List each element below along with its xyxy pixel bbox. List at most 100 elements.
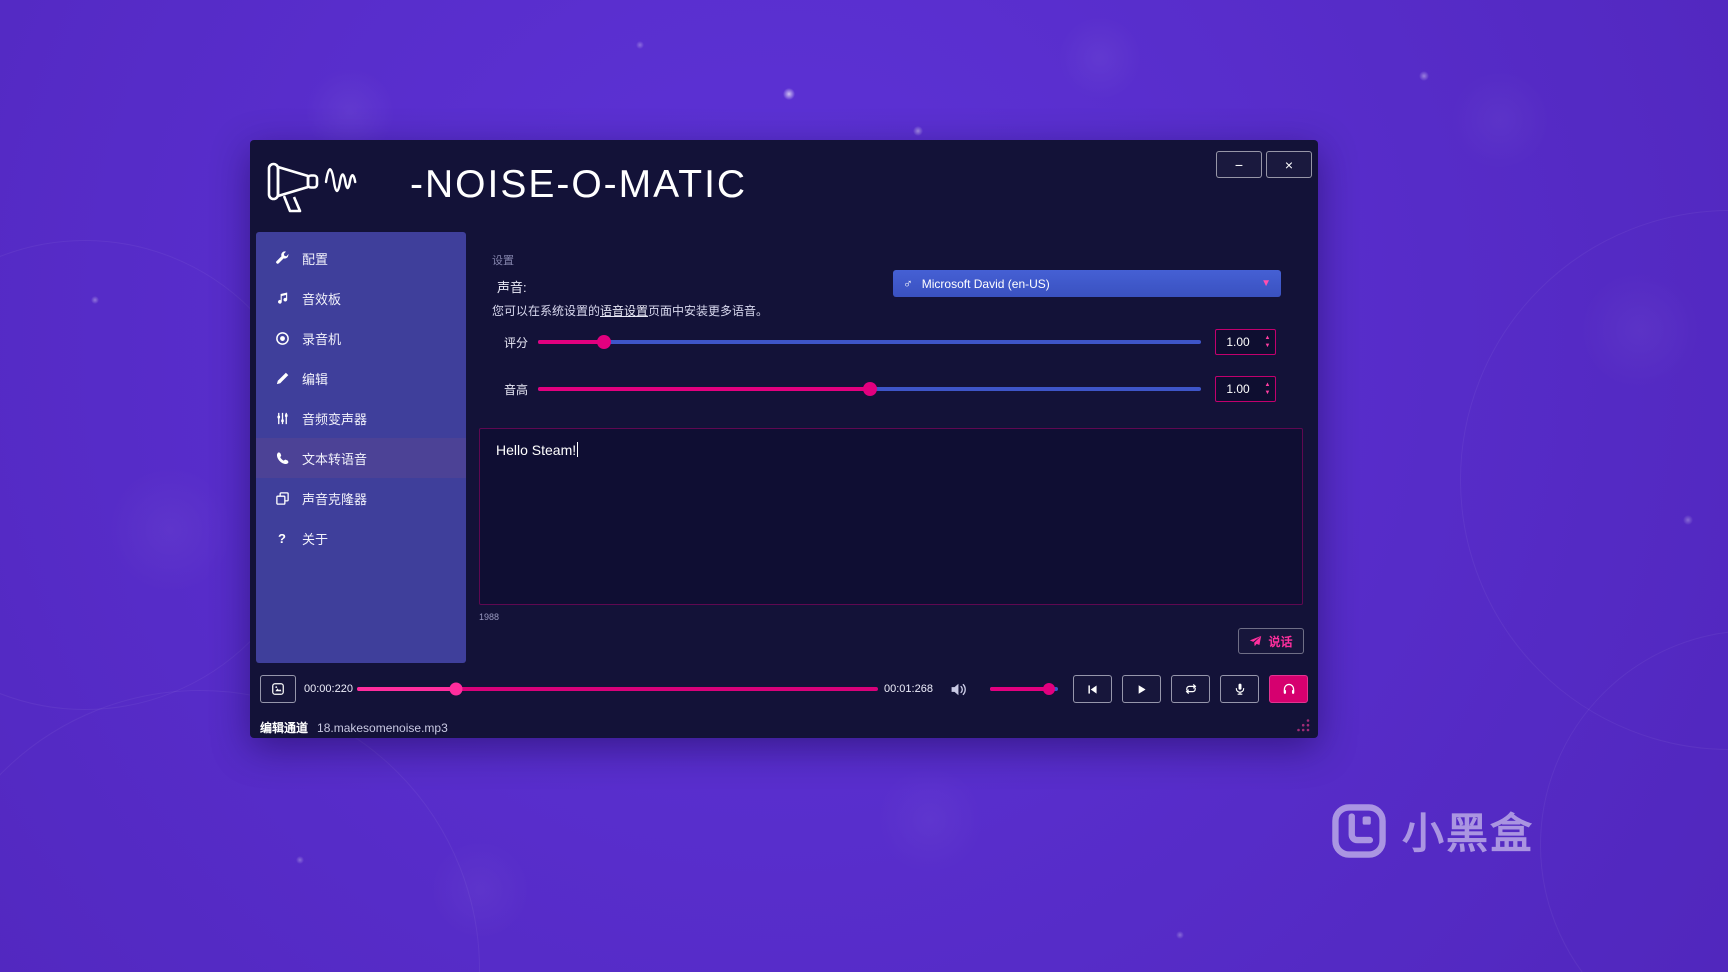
pitch-slider[interactable] xyxy=(538,382,1201,396)
section-label: 设置 xyxy=(492,255,514,267)
tts-text-value: Hello Steam! xyxy=(496,442,577,458)
sidebar-item-soundboard[interactable]: 音效板 xyxy=(256,278,466,318)
tts-textarea[interactable]: Hello Steam! xyxy=(479,428,1303,605)
app-window: -NOISE-O-MATIC − × 配置 音效板 录音机 编辑 xyxy=(250,140,1318,738)
heybox-logo-icon xyxy=(1332,803,1386,858)
sidebar-item-voice-changer[interactable]: 音频变声器 xyxy=(256,398,466,438)
voice-settings-link[interactable]: 语音设置 xyxy=(600,304,649,318)
spin-up-icon[interactable]: ▲ xyxy=(1264,382,1271,388)
play-button[interactable] xyxy=(1122,675,1161,703)
close-icon: × xyxy=(1284,156,1294,173)
pitch-slider-fill xyxy=(538,387,870,391)
sidebar-item-about[interactable]: ? 关于 xyxy=(256,518,466,558)
sidebar-item-recorder[interactable]: 录音机 xyxy=(256,318,466,358)
file-name: 18.makesomenoise.mp3 xyxy=(317,721,448,735)
waveform-icon xyxy=(324,168,357,193)
mic-icon xyxy=(1235,683,1244,695)
repeat-button[interactable] xyxy=(1171,675,1210,703)
app-title: -NOISE-O-MATIC xyxy=(410,163,748,206)
spin-up-icon[interactable]: ▲ xyxy=(1264,335,1271,341)
minimize-button[interactable]: − xyxy=(1216,151,1262,178)
image-icon xyxy=(272,683,284,695)
rate-value: 1.00 xyxy=(1226,335,1250,349)
pitch-row: 音高 1.00 ▲ ▼ xyxy=(502,376,1276,402)
sidebar-item-label: 编辑 xyxy=(302,371,329,387)
male-icon: ♂ xyxy=(903,276,913,291)
rate-slider[interactable] xyxy=(538,335,1201,349)
megaphone-icon xyxy=(267,162,357,213)
voice-select[interactable]: ♂ Microsoft David (en-US) ▼ xyxy=(893,270,1281,297)
duration-time: 00:01:268 xyxy=(884,683,933,695)
speak-button[interactable]: 说话 xyxy=(1238,628,1304,654)
rate-stepper[interactable]: 1.00 ▲ ▼ xyxy=(1215,329,1276,355)
speak-button-label: 说话 xyxy=(1268,634,1293,649)
rate-slider-fill xyxy=(538,340,605,344)
rate-row: 评分 1.00 ▲ ▼ xyxy=(502,329,1276,355)
rate-label: 评分 xyxy=(503,335,528,350)
chevron-down-icon: ▼ xyxy=(1261,278,1271,289)
clone-icon xyxy=(274,490,290,506)
text-cursor xyxy=(577,442,579,457)
char-count: 1988 xyxy=(479,612,500,622)
record-icon xyxy=(274,330,290,346)
skip-start-icon xyxy=(1088,684,1097,694)
elapsed-time: 00:00:220 xyxy=(304,683,353,695)
voice-hint: 您可以在系统设置的语音设置页面中安装更多语音。 xyxy=(492,302,768,319)
pitch-stepper[interactable]: 1.00 ▲ ▼ xyxy=(1215,376,1276,402)
heybox-watermark: 小黑盒 xyxy=(1330,800,1534,861)
sidebar-item-label: 关于 xyxy=(302,531,329,547)
channel-label: 编辑通道 xyxy=(260,721,309,735)
repeat-icon xyxy=(1185,683,1196,695)
voice-select-value: Microsoft David (en-US) xyxy=(921,276,1050,291)
edit-icon xyxy=(274,370,290,386)
pitch-slider-handle[interactable] xyxy=(862,382,877,396)
close-button[interactable]: × xyxy=(1266,151,1312,178)
sidebar-item-label: 配置 xyxy=(302,251,329,267)
hint-suffix: 页面中安装更多语音。 xyxy=(648,304,769,318)
minimize-icon: − xyxy=(1234,156,1244,173)
sidebar-item-edit[interactable]: 编辑 xyxy=(256,358,466,398)
play-icon xyxy=(1138,684,1146,694)
sidebar-item-config[interactable]: 配置 xyxy=(256,238,466,278)
sidebar-item-label: 文本转语音 xyxy=(302,451,368,467)
album-art-button[interactable] xyxy=(260,675,296,703)
seek-slider[interactable] xyxy=(357,682,878,696)
headphones-icon xyxy=(1283,683,1294,694)
sidebar-item-voice-cloner[interactable]: 声音克隆器 xyxy=(256,478,466,518)
question-icon: ? xyxy=(278,530,286,546)
seek-slider-fill xyxy=(357,687,456,691)
mute-button[interactable] xyxy=(950,682,969,697)
skip-start-button[interactable] xyxy=(1073,675,1112,703)
resize-grip[interactable] xyxy=(1296,718,1311,733)
pitch-label: 音高 xyxy=(503,382,528,397)
send-icon xyxy=(1250,635,1262,646)
music-note-icon xyxy=(274,290,290,306)
sidebar-item-label: 声音克隆器 xyxy=(302,491,368,507)
app-logo: -NOISE-O-MATIC xyxy=(264,154,747,216)
mixer-icon xyxy=(274,410,290,426)
status-bar: 编辑通道 18.makesomenoise.mp3 xyxy=(260,716,448,740)
watermark-text: 小黑盒 xyxy=(1402,810,1535,857)
volume-slider[interactable] xyxy=(990,683,1058,695)
player-bar: 00:00:220 00:01:268 xyxy=(250,675,1318,703)
volume-slider-fill xyxy=(990,687,1050,691)
volume-slider-handle[interactable] xyxy=(1043,683,1056,695)
voice-label: 声音: xyxy=(497,280,527,295)
spin-down-icon[interactable]: ▼ xyxy=(1264,343,1271,349)
sidebar-item-label: 录音机 xyxy=(302,331,342,347)
hint-prefix: 您可以在系统设置的 xyxy=(492,304,601,318)
seek-slider-handle[interactable] xyxy=(449,682,463,696)
phone-icon xyxy=(274,450,290,466)
spin-down-icon[interactable]: ▼ xyxy=(1264,390,1271,396)
sidebar-item-text-to-speech[interactable]: 文本转语音 xyxy=(256,438,466,478)
wrench-icon xyxy=(274,250,290,266)
speaker-icon xyxy=(951,683,966,696)
pitch-value: 1.00 xyxy=(1226,382,1250,396)
sidebar-item-label: 音效板 xyxy=(302,291,342,307)
sidebar-item-label: 音频变声器 xyxy=(302,411,368,427)
sidebar: 配置 音效板 录音机 编辑 音频变声器 文本转语音 xyxy=(256,232,466,663)
mic-button[interactable] xyxy=(1220,675,1259,703)
headphones-button[interactable] xyxy=(1269,675,1308,703)
rate-slider-handle[interactable] xyxy=(597,335,612,349)
